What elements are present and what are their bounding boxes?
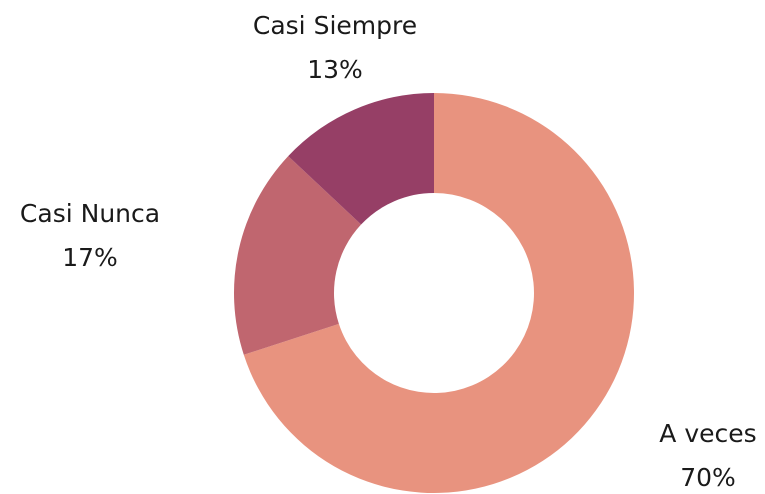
slice-label: Casi Nunca (20, 199, 160, 228)
slice-label: A veces (659, 419, 756, 448)
slice-label: Casi Siempre (253, 11, 417, 40)
slice-value-label: 17% (62, 243, 118, 272)
slice (243, 93, 634, 493)
slice (288, 93, 434, 225)
slice-value-label: 70% (680, 463, 736, 492)
slice-value-label: 13% (307, 55, 363, 84)
slice (234, 156, 362, 355)
